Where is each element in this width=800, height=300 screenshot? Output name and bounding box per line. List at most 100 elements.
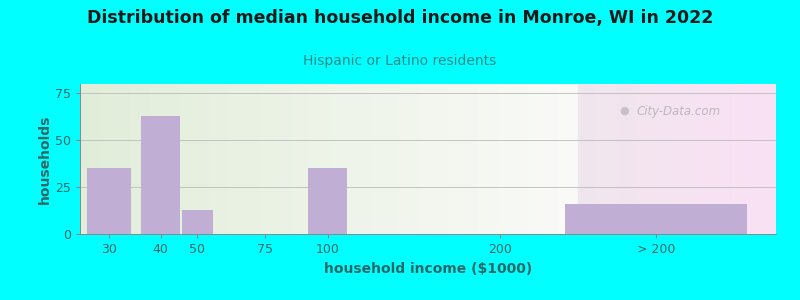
Bar [230, 84, 239, 234]
Bar [665, 84, 669, 234]
Bar [721, 84, 725, 234]
Bar [693, 84, 697, 234]
Bar [518, 84, 528, 234]
Bar [130, 84, 140, 234]
Bar [565, 204, 747, 234]
Bar [626, 84, 630, 234]
Bar [418, 84, 429, 234]
Bar [339, 84, 349, 234]
Bar [289, 84, 299, 234]
Bar [717, 84, 721, 234]
Bar [219, 84, 230, 234]
Text: ●: ● [619, 106, 629, 116]
Bar [590, 84, 594, 234]
Bar [179, 84, 190, 234]
Bar [709, 84, 713, 234]
Bar [744, 84, 748, 234]
Bar [378, 84, 389, 234]
Bar [582, 84, 586, 234]
Bar [478, 84, 488, 234]
Bar [598, 84, 602, 234]
Bar [468, 84, 478, 234]
Bar [705, 84, 709, 234]
Bar [90, 84, 100, 234]
Bar [725, 84, 729, 234]
Bar [120, 84, 130, 234]
Bar [689, 84, 693, 234]
Bar [250, 84, 259, 234]
Bar [558, 84, 568, 234]
Bar [110, 84, 120, 234]
Bar [458, 84, 468, 234]
Bar [638, 84, 642, 234]
Bar [369, 84, 378, 234]
Bar [239, 84, 250, 234]
Bar [160, 84, 170, 234]
Bar [359, 84, 369, 234]
Bar [657, 84, 661, 234]
Bar [182, 210, 213, 234]
Bar [449, 84, 458, 234]
Bar [309, 84, 319, 234]
Bar [646, 84, 650, 234]
Text: Distribution of median household income in Monroe, WI in 2022: Distribution of median household income … [87, 9, 713, 27]
Bar [673, 84, 677, 234]
Bar [409, 84, 418, 234]
Bar [140, 84, 150, 234]
Bar [319, 84, 329, 234]
Bar [634, 84, 638, 234]
Bar [349, 84, 359, 234]
Bar [299, 84, 309, 234]
Bar [170, 84, 179, 234]
Bar [199, 84, 210, 234]
Y-axis label: households: households [38, 114, 52, 204]
Bar [548, 84, 558, 234]
Bar [752, 84, 756, 234]
Bar [438, 84, 449, 234]
Bar [681, 84, 685, 234]
Bar [498, 84, 508, 234]
Bar [142, 116, 180, 234]
Bar [756, 84, 760, 234]
Bar [279, 84, 289, 234]
Bar [586, 84, 590, 234]
Bar [622, 84, 626, 234]
Bar [190, 84, 199, 234]
Bar [508, 84, 518, 234]
Bar [578, 84, 582, 234]
Bar [733, 84, 736, 234]
Bar [740, 84, 744, 234]
Bar [748, 84, 752, 234]
Bar [669, 84, 673, 234]
Bar [329, 84, 339, 234]
Bar [259, 84, 269, 234]
Bar [488, 84, 498, 234]
Bar [606, 84, 610, 234]
Bar [713, 84, 717, 234]
Bar [150, 84, 160, 234]
Bar [86, 168, 131, 234]
Bar [701, 84, 705, 234]
Bar [308, 168, 347, 234]
Bar [610, 84, 614, 234]
Bar [650, 84, 653, 234]
Bar [768, 84, 772, 234]
Bar [100, 84, 110, 234]
Bar [736, 84, 740, 234]
Bar [80, 84, 90, 234]
Bar [630, 84, 634, 234]
Bar [389, 84, 398, 234]
Bar [618, 84, 622, 234]
Bar [653, 84, 657, 234]
Bar [760, 84, 764, 234]
Bar [729, 84, 733, 234]
Text: Hispanic or Latino residents: Hispanic or Latino residents [303, 54, 497, 68]
X-axis label: household income ($1000): household income ($1000) [324, 262, 532, 276]
Bar [602, 84, 606, 234]
Bar [642, 84, 646, 234]
Bar [210, 84, 219, 234]
Bar [594, 84, 598, 234]
Bar [772, 84, 776, 234]
Bar [269, 84, 279, 234]
Bar [398, 84, 409, 234]
